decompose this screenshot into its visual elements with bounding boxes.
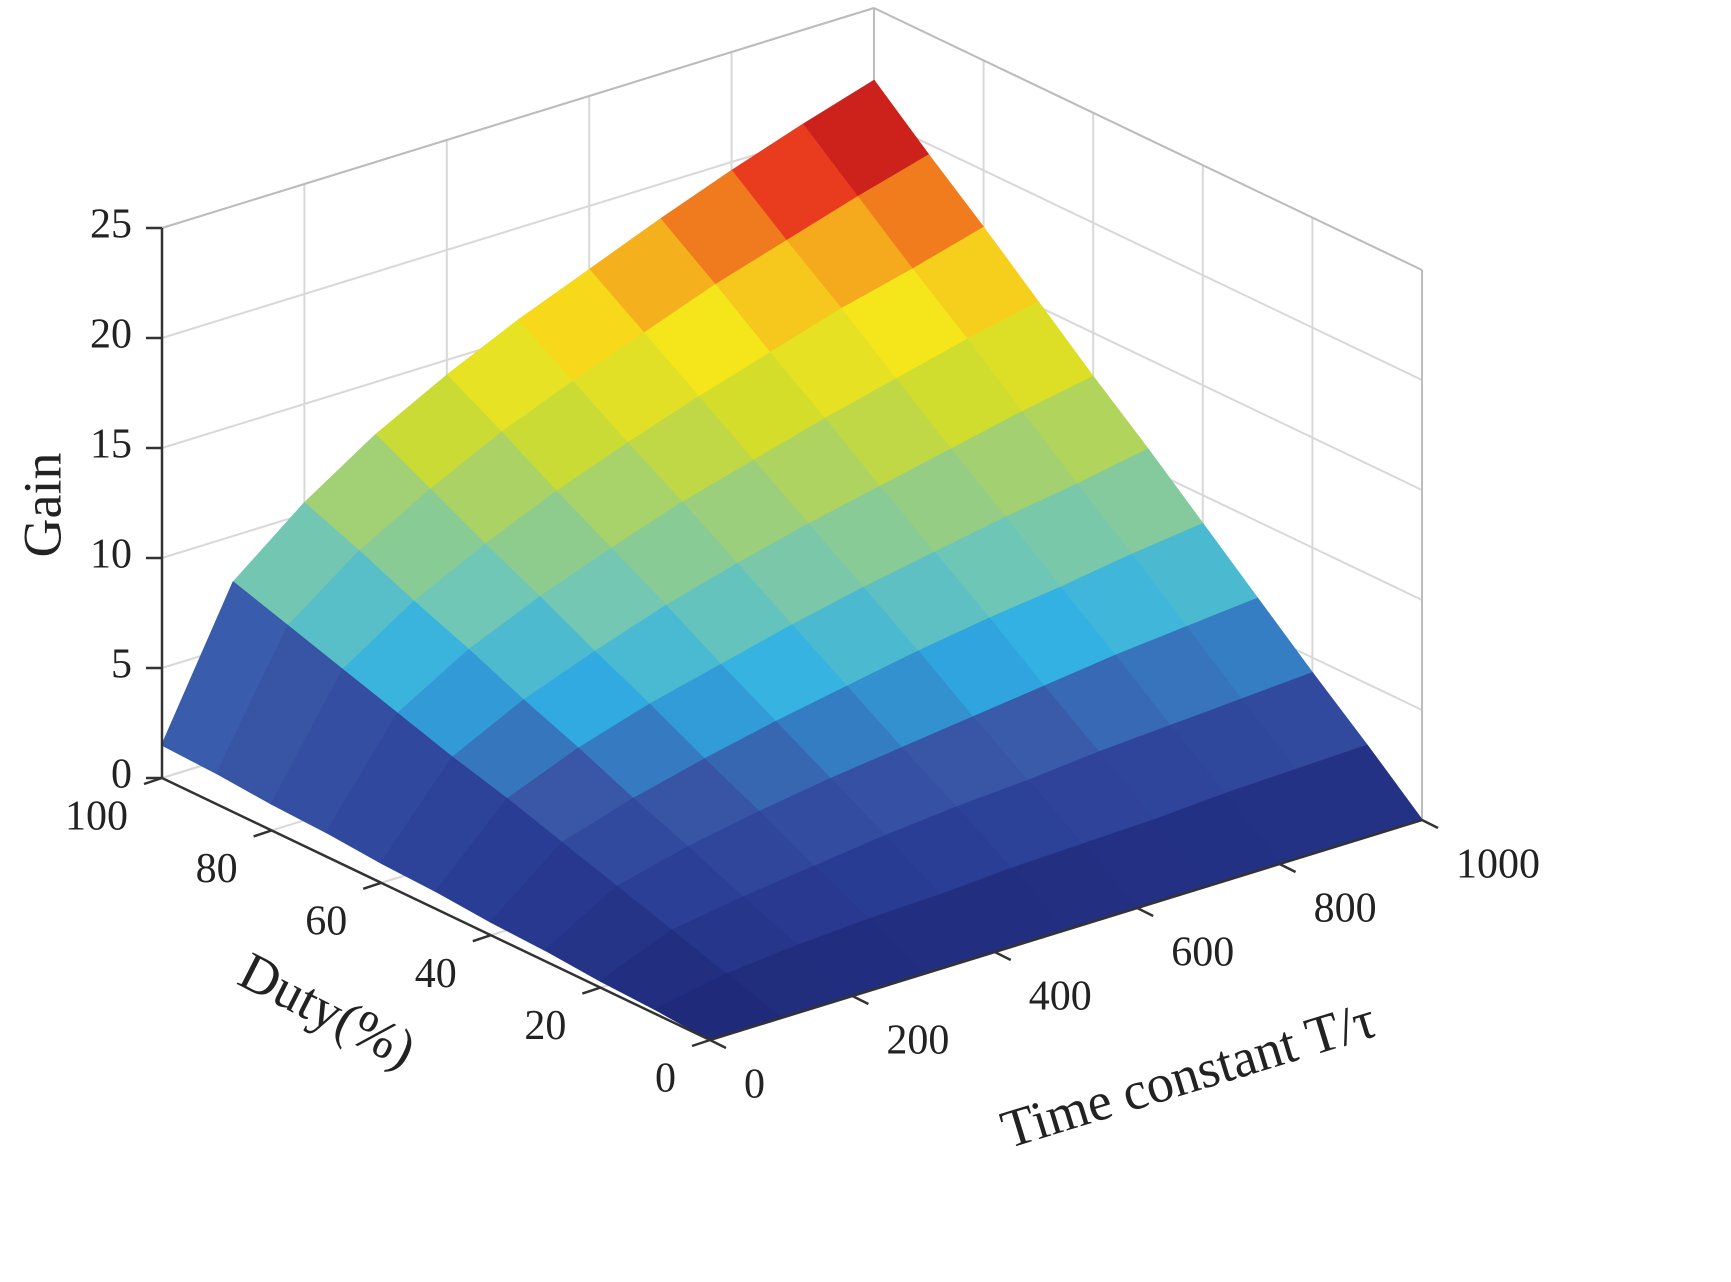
y-tick (691, 1038, 711, 1048)
x-axis (709, 818, 1423, 1042)
x-tick-label: 0 (744, 1062, 765, 1108)
z-tick-label: 5 (111, 642, 132, 688)
y-tick-label: 0 (655, 1056, 676, 1102)
x-tick-label: 800 (1314, 886, 1377, 932)
box-edge (161, 7, 875, 229)
x-tick-label: 400 (1029, 974, 1092, 1020)
y-tick-label: 40 (415, 951, 457, 997)
y-tick (253, 829, 272, 838)
x-tick (709, 1038, 727, 1050)
box-edge (873, 7, 1423, 271)
z-tick-label: 10 (90, 532, 132, 578)
z-tick-label: 25 (90, 202, 132, 248)
x-tick-label: 1000 (1456, 842, 1540, 888)
y-tick-label: 100 (65, 794, 128, 840)
z-tick-label: 20 (90, 312, 132, 358)
y-tick (472, 934, 492, 943)
x-tick (1421, 818, 1439, 830)
surface (161, 79, 1423, 1041)
x-tick (994, 950, 1012, 962)
x-tick (851, 994, 869, 1006)
z-axis-title: Gain (12, 453, 72, 558)
y-axis-title: Duty(%) (230, 940, 426, 1079)
x-tick-label: 200 (886, 1018, 949, 1064)
y-tick-label: 80 (196, 846, 238, 892)
y-tick-label: 20 (524, 1003, 566, 1049)
x-tick-label: 600 (1171, 930, 1234, 976)
y-axis (161, 776, 711, 1042)
x-tick (1136, 906, 1154, 918)
y-tick-label: 60 (305, 898, 347, 944)
z-tick-label: 0 (111, 752, 132, 798)
y-tick (582, 986, 601, 995)
z-tick-label: 15 (90, 422, 132, 468)
grid-line (873, 117, 1423, 381)
y-tick (143, 776, 163, 786)
x-tick (1279, 862, 1297, 874)
y-tick (362, 881, 382, 890)
